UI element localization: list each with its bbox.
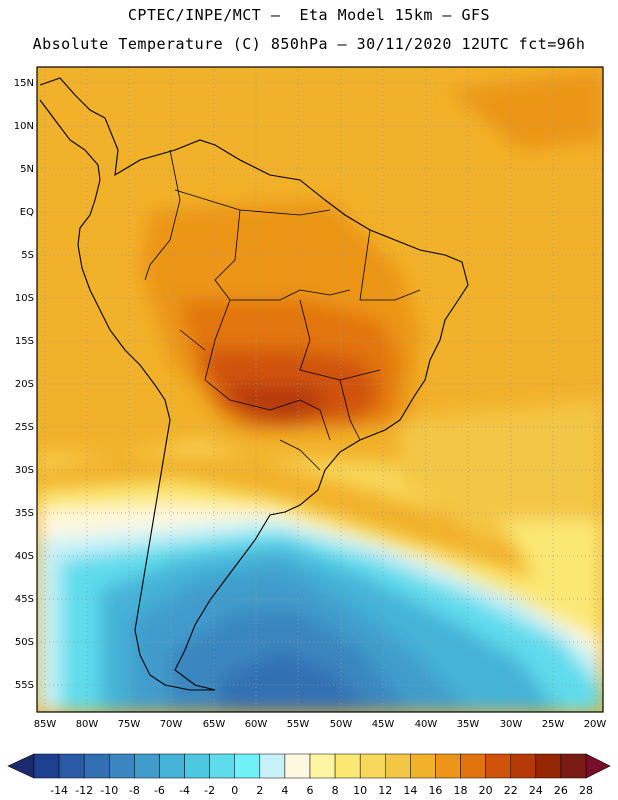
lon-label: 30W [500, 719, 523, 730]
colorbar-swatch [485, 753, 511, 779]
longitude-axis: 85W 80W 75W 70W 65W 60W 55W 50W 45W 40W … [34, 719, 607, 730]
lon-label: 55W [287, 719, 310, 730]
colorbar-label: 2 [256, 784, 263, 797]
lat-label: 55S [15, 680, 34, 691]
lon-label: 70W [160, 719, 183, 730]
colorbar-label: 8 [332, 784, 339, 797]
colorbar-swatch [234, 753, 261, 779]
colorbar-high-arrow [585, 753, 611, 779]
colorbar-label: 28 [579, 784, 593, 797]
colorbar-swatch [58, 753, 85, 779]
lat-label: 15S [15, 336, 34, 347]
colorbar-label: 18 [454, 784, 468, 797]
colorbar-swatch [334, 753, 361, 779]
lat-label: EQ [20, 207, 34, 218]
colorbar-swatch [385, 753, 411, 779]
lat-label: 30S [15, 465, 34, 476]
colorbar-label: -10 [100, 784, 118, 797]
colorbar-swatch [209, 753, 235, 779]
colorbar-swatch [460, 753, 486, 779]
lon-label: 45W [372, 719, 395, 730]
lon-label: 25W [542, 719, 565, 730]
lon-label: 35W [457, 719, 480, 730]
colorbar-swatch [435, 753, 461, 779]
colorbar-swatch [159, 753, 185, 779]
colorbar-swatch [535, 753, 562, 779]
lat-label: 15N [14, 78, 34, 89]
colorbar-label: -8 [129, 784, 140, 797]
lat-label: 25S [15, 422, 34, 433]
colorbar-label: -4 [179, 784, 190, 797]
lon-label: 40W [415, 719, 438, 730]
colorbar-swatch [410, 753, 436, 779]
lat-label: 10S [15, 293, 34, 304]
colorbar-label: 20 [479, 784, 493, 797]
lat-label: 5N [20, 164, 34, 175]
colorbar-swatch [134, 753, 160, 779]
lat-label: 35S [15, 508, 34, 519]
colorbar-label: 22 [504, 784, 518, 797]
lon-label: 50W [330, 719, 353, 730]
lat-label: 40S [15, 551, 34, 562]
colorbar-swatch [33, 753, 60, 779]
lon-label: 75W [118, 719, 141, 730]
colorbar-swatch [83, 753, 110, 779]
colorbar-swatch [259, 753, 286, 779]
lon-label: 65W [203, 719, 226, 730]
colorbar-swatch [560, 753, 587, 779]
colorbar-label: -6 [154, 784, 165, 797]
colorbar-label: -12 [75, 784, 93, 797]
lat-label: 20S [15, 379, 34, 390]
colorbar-swatch [510, 753, 537, 779]
colorbar-swatch [109, 753, 135, 779]
colorbar-swatch [359, 753, 386, 779]
colorbar-label: 6 [307, 784, 314, 797]
lon-label: 85W [34, 719, 57, 730]
lon-label: 60W [245, 719, 268, 730]
temperature-field [37, 67, 603, 712]
lat-label: 50S [15, 637, 34, 648]
colorbar-label: -2 [204, 784, 215, 797]
colorbar-label: 24 [529, 784, 543, 797]
colorbar-swatch [309, 753, 336, 779]
title-line-1: CPTEC/INPE/MCT – Eta Model 15km – GFS [127, 6, 491, 24]
colorbar-swatch [284, 753, 311, 779]
colorbar-label: 12 [378, 784, 392, 797]
colorbar-swatch [184, 753, 210, 779]
lat-label: 45S [15, 594, 34, 605]
lat-label: 10N [14, 121, 34, 132]
colorbar-label: 26 [554, 784, 568, 797]
colorbar-label: 4 [281, 784, 288, 797]
title-line-2: Absolute Temperature (C) 850hPa – 30/11/… [32, 35, 586, 53]
colorbar-low-arrow [7, 753, 35, 779]
colorbar-label: 14 [403, 784, 417, 797]
country-borders [144, 149, 421, 471]
colorbar-label: 16 [428, 784, 442, 797]
lon-label: 80W [76, 719, 99, 730]
lon-label: 20W [584, 719, 607, 730]
colorbar-label: -14 [50, 784, 68, 797]
lat-label: 5S [21, 250, 34, 261]
colorbar-label: 10 [353, 784, 367, 797]
colorbar: -14 -12 -10 -8 -6 -4 -2 0 2 4 6 8 10 12 14 16 18 20 22 24 26… [7, 753, 611, 797]
colorbar-label: 0 [231, 784, 238, 797]
latitude-axis: 15N 10N 5N EQ 5S 10S 15S 20S 25S 30S 35S… [14, 78, 34, 691]
map-frame [36, 66, 604, 713]
coastline [39, 77, 469, 691]
